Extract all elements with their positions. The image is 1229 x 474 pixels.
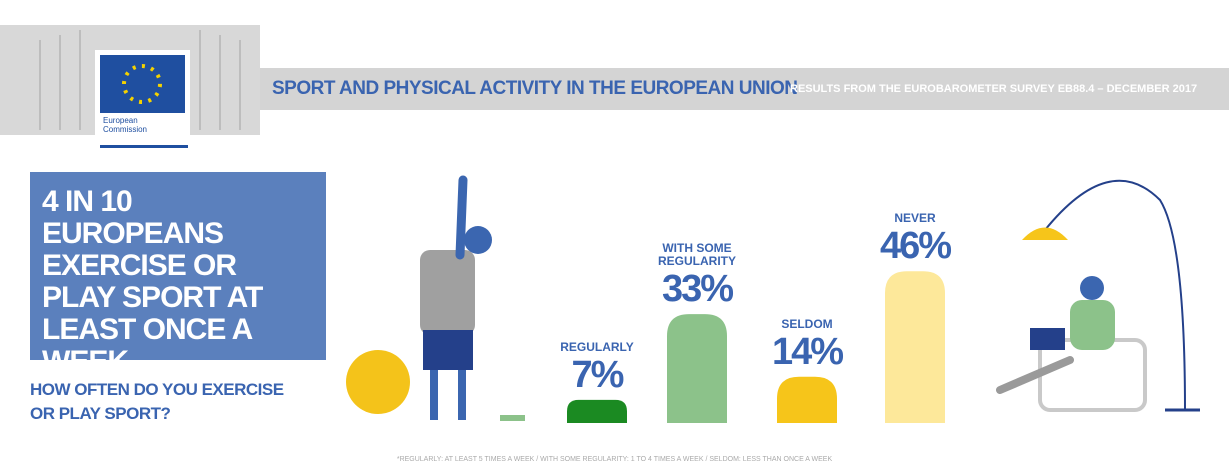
bar (885, 271, 945, 423)
chart-subtitle: HOW OFTEN DO YOU EXERCISE OR PLAY SPORT? (30, 380, 284, 423)
value-label: 14% (771, 330, 844, 373)
header-subtitle: RESULTS FROM THE EUROBAROMETER SURVEY EB… (790, 83, 1198, 95)
category-label: REGULARLY (560, 339, 634, 354)
value-label: 33% (661, 268, 734, 311)
title-box (30, 172, 326, 360)
ball (346, 350, 410, 414)
person-exercising (420, 175, 525, 421)
category-label: SELDOM (781, 316, 833, 331)
category-label: WITH SOME REGULARITY (658, 241, 736, 269)
bar (667, 314, 727, 423)
logo-text: European Commission (103, 116, 148, 134)
bar (777, 376, 837, 423)
lamp-and-chair (996, 179, 1200, 412)
logo-flag (100, 55, 185, 113)
category-label: NEVER (894, 211, 936, 226)
footnote: *REGULARLY: AT LEAST 5 TIMES A WEEK / WI… (396, 456, 833, 463)
header-band (260, 68, 1229, 110)
chart-title: 4 IN 10 EUROPEANS EXERCISE OR PLAY SPORT… (42, 185, 263, 378)
logo-stars (122, 64, 162, 104)
logo-underline (100, 145, 188, 148)
value-label: 7% (571, 353, 625, 396)
value-label: 46% (879, 225, 952, 268)
bar (567, 399, 627, 423)
building-lines (39, 30, 241, 130)
header-title: SPORT AND PHYSICAL ACTIVITY IN THE EUROP… (272, 78, 798, 99)
